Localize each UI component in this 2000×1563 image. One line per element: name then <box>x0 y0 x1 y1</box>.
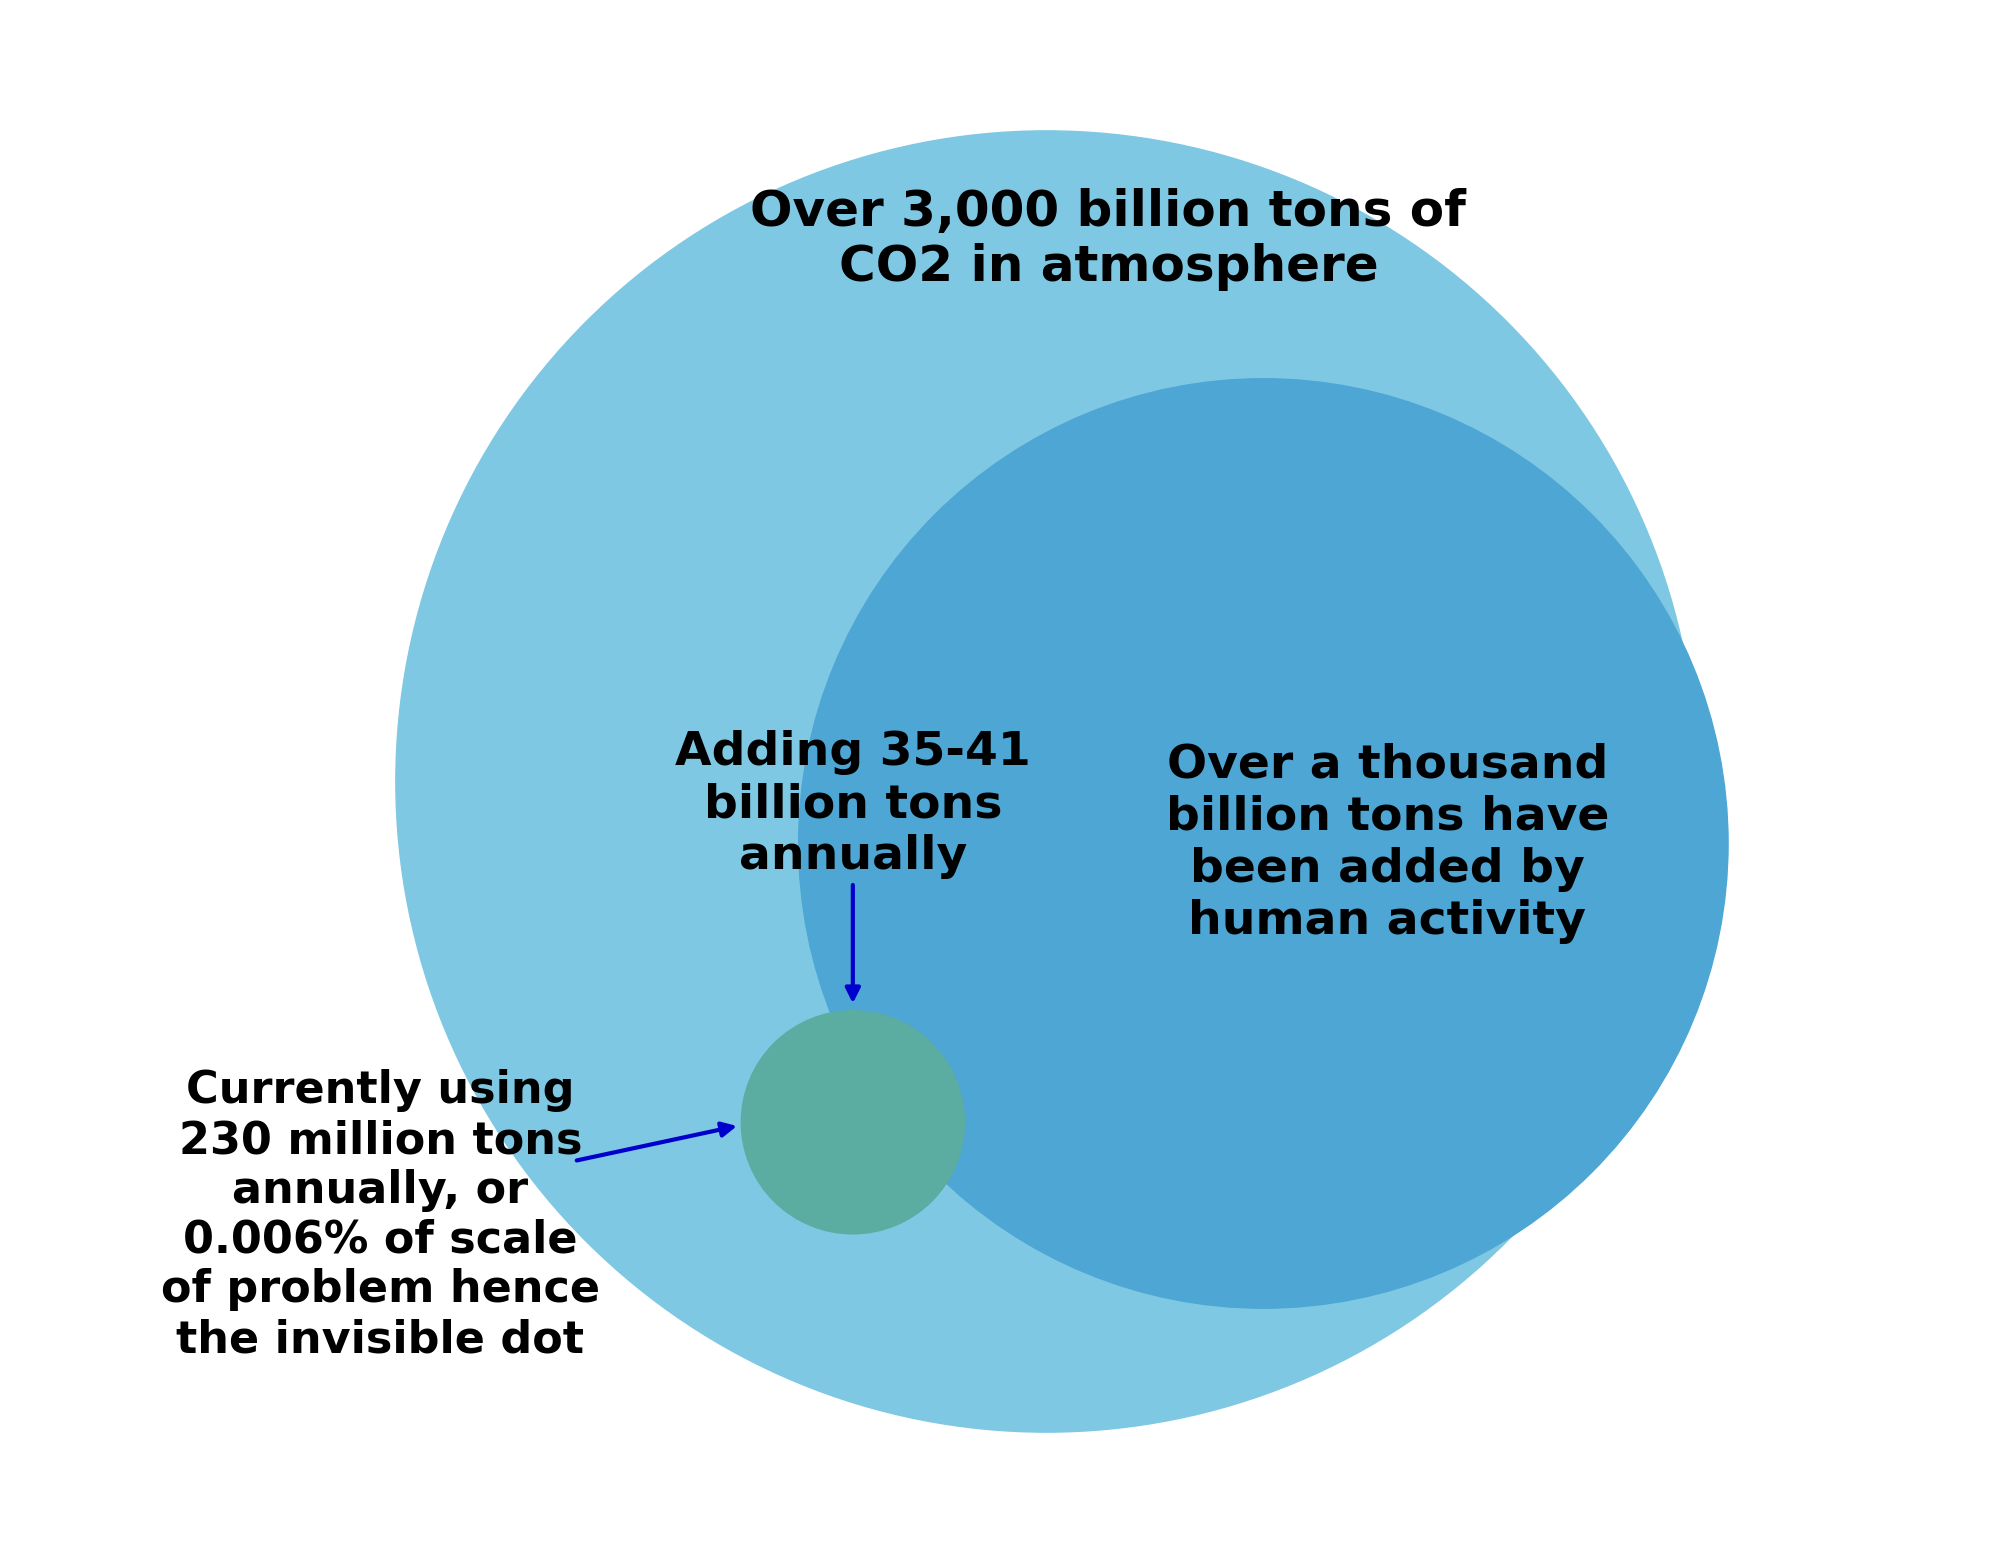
Circle shape <box>396 131 1698 1432</box>
Circle shape <box>742 1011 964 1233</box>
Circle shape <box>798 378 1728 1308</box>
Text: Adding 35-41
billion tons
annually: Adding 35-41 billion tons annually <box>674 730 1030 880</box>
Text: Currently using
230 million tons
annually, or
0.006% of scale
of problem hence
t: Currently using 230 million tons annuall… <box>160 1069 600 1361</box>
Text: Over 3,000 billion tons of
CO2 in atmosphere: Over 3,000 billion tons of CO2 in atmosp… <box>750 188 1466 291</box>
Text: Over a thousand
billion tons have
been added by
human activity: Over a thousand billion tons have been a… <box>1166 742 1608 944</box>
